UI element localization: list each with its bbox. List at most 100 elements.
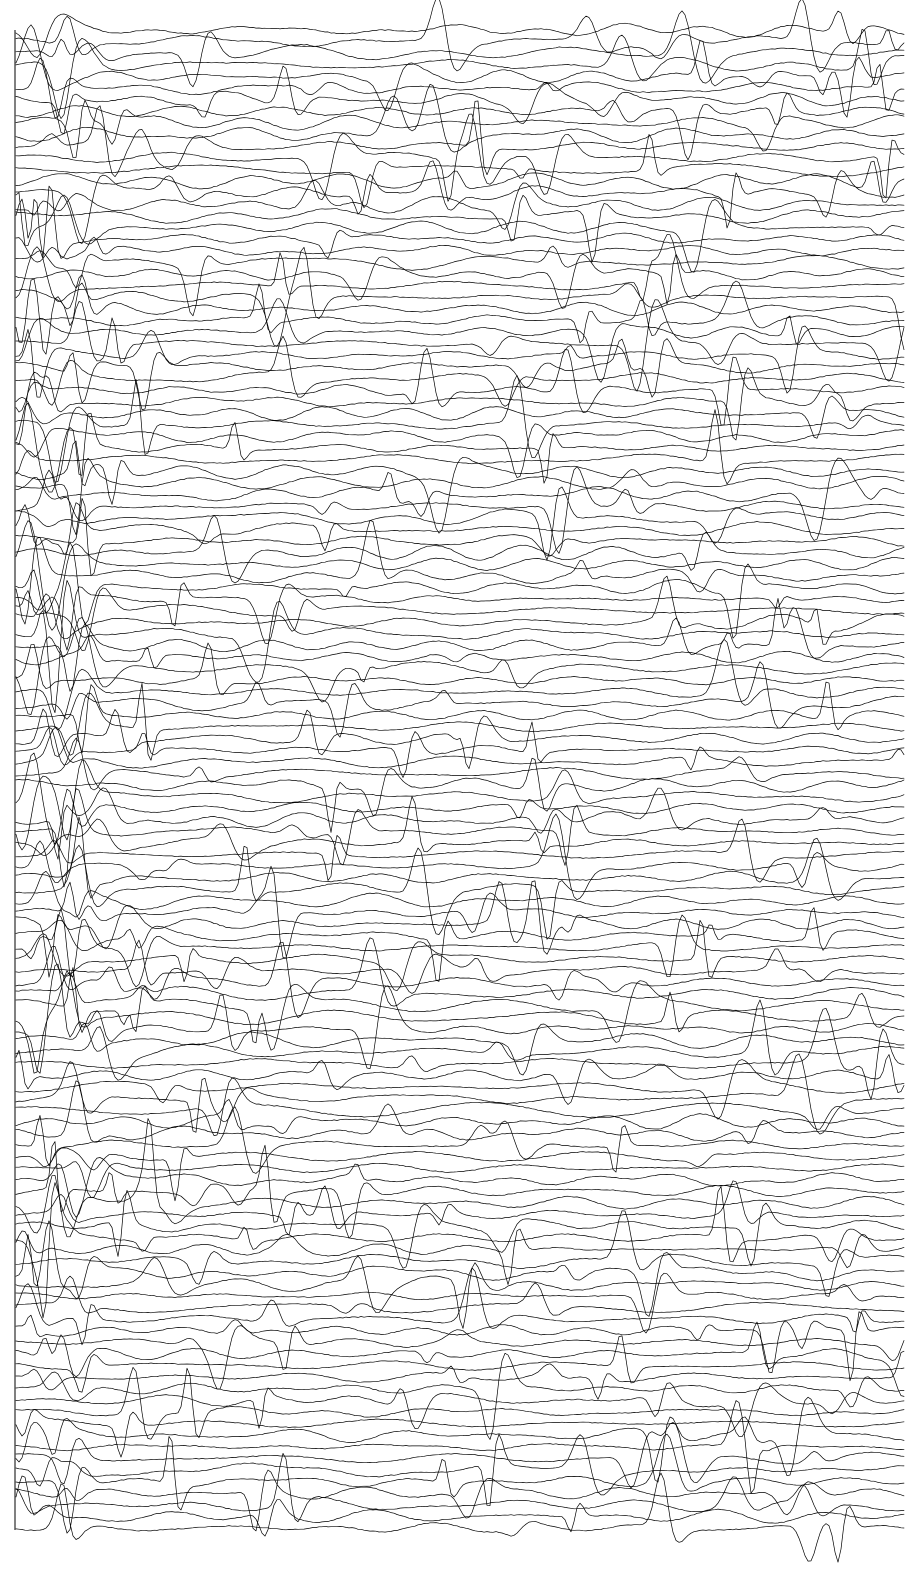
waveform-trace-59 (15, 661, 905, 738)
waveform-trace-65 (15, 737, 905, 791)
waveform-trace-28 (15, 299, 905, 392)
waveform-trace-26 (15, 280, 905, 344)
waveform-trace-67 (15, 759, 905, 851)
waveform-trace-58 (15, 639, 905, 731)
waveform-trace-99 (15, 1161, 905, 1198)
waveform-trace-40 (15, 457, 905, 535)
waveform-trace-94 (15, 1077, 905, 1136)
waveform-trace-38 (15, 409, 905, 485)
waveform-trace-69 (15, 787, 905, 860)
waveform-trace-3 (15, 10, 905, 88)
waveform-trace-34 (15, 395, 905, 439)
waveform-trace-111 (15, 1275, 905, 1316)
waveform-trace-127 (15, 1469, 905, 1532)
waveform-trace-122 (15, 1396, 905, 1483)
waveform-trace-27 (15, 298, 905, 383)
waveform-trace-104 (15, 1189, 905, 1269)
waveform-trace-85 (15, 967, 905, 1051)
waveform-trace-50 (15, 582, 905, 651)
waveform-trace-70 (15, 788, 905, 888)
waveform-trace-35 (15, 375, 905, 483)
waveform-trace-5 (15, 24, 905, 118)
waveform-trace-29 (15, 325, 905, 398)
waveform-trace-93 (15, 1053, 905, 1135)
waveform-trace-87 (15, 963, 905, 1074)
waveform-trace-78 (15, 880, 905, 978)
waveform-trace-6 (15, 57, 905, 119)
waveform-trace-45 (15, 497, 905, 577)
waveform-trace-20 (15, 236, 905, 263)
waveform-trace-11 (15, 100, 905, 178)
waveform-trace-126 (15, 1433, 905, 1534)
waveform-trace-24 (15, 246, 905, 351)
waveform-trace-110 (15, 1272, 905, 1334)
waveform-trace-2 (15, 0, 905, 73)
waveform-trace-21 (15, 245, 905, 317)
waveform-trace-12 (15, 113, 905, 202)
waveform-traces (15, 0, 905, 1563)
waveform-trace-53 (15, 580, 905, 714)
waveform-trace-103 (15, 1180, 905, 1236)
waveform-trace-76 (15, 870, 905, 918)
waveform-trace-116 (15, 1335, 905, 1393)
waveform-trace-115 (15, 1321, 905, 1397)
waveform-trace-33 (15, 367, 905, 446)
waveform-trace-75 (15, 844, 905, 940)
waveform-trace-13 (15, 134, 905, 209)
waveform-trace-48 (15, 520, 905, 625)
waveform-trace-1 (15, 10, 905, 58)
waveform-trace-52 (15, 575, 905, 645)
waveform-trace-90 (15, 1007, 905, 1100)
waveform-trace-46 (15, 515, 905, 584)
waveform-trace-88 (15, 1022, 905, 1076)
waveform-trace-119 (15, 1382, 905, 1438)
waveform-trace-120 (15, 1366, 905, 1440)
waveform-trace-83 (15, 941, 905, 1019)
waveform-trace-25 (15, 274, 905, 355)
waveform-trace-44 (15, 502, 905, 555)
waveform-trace-7 (15, 65, 905, 135)
waveform-trace-18 (15, 192, 905, 273)
waveform-trace-19 (15, 185, 905, 259)
waveform-trace-92 (15, 1059, 905, 1120)
waveform-trace-55 (15, 635, 905, 669)
waveform-trace-60 (15, 681, 905, 754)
waveform-trace-71 (15, 796, 905, 861)
waveform-trace-89 (15, 999, 905, 1081)
waveform-trace-36 (15, 423, 905, 478)
waveform-trace-43 (15, 486, 905, 561)
waveform-trace-95 (15, 1099, 905, 1134)
waveform-trace-16 (15, 180, 905, 230)
waveform-trace-42 (15, 466, 905, 554)
waveform-trace-39 (15, 440, 905, 534)
waveform-trace-49 (15, 542, 905, 639)
waveform-trace-82 (15, 939, 905, 994)
waveform-trace-17 (15, 194, 905, 263)
waveform-trace-98 (15, 1147, 905, 1202)
waveform-trace-107 (15, 1210, 905, 1297)
waveform-trace-102 (15, 1118, 905, 1238)
waveform-trace-77 (15, 865, 905, 959)
waveform-trace-54 (15, 598, 905, 692)
waveform-trace-105 (15, 1182, 905, 1319)
waveform-trace-23 (15, 234, 905, 302)
waveform-trace-118 (15, 1352, 905, 1440)
waveform-trace-14 (15, 160, 905, 203)
waveform-trace-79 (15, 907, 905, 982)
waveform-trace-114 (15, 1325, 905, 1390)
waveform-trace-81 (15, 919, 905, 992)
waveform-trace-106 (15, 1228, 905, 1285)
waveform-trace-128 (15, 1452, 905, 1523)
waveform-trace-117 (15, 1350, 905, 1400)
waveform-trace-32 (15, 348, 905, 426)
waveform-trace-4 (15, 28, 905, 119)
waveform-trace-125 (15, 1433, 905, 1507)
waveform-trace-61 (15, 682, 905, 761)
waveform-trace-130 (15, 1472, 905, 1563)
waveform-trace-72 (15, 818, 905, 883)
waveform-trace-51 (15, 587, 905, 651)
waveform-trace-101 (15, 1141, 905, 1239)
waveform-trace-121 (15, 1408, 905, 1458)
waveform-trace-84 (15, 937, 905, 1007)
waveform-trace-62 (15, 708, 905, 770)
